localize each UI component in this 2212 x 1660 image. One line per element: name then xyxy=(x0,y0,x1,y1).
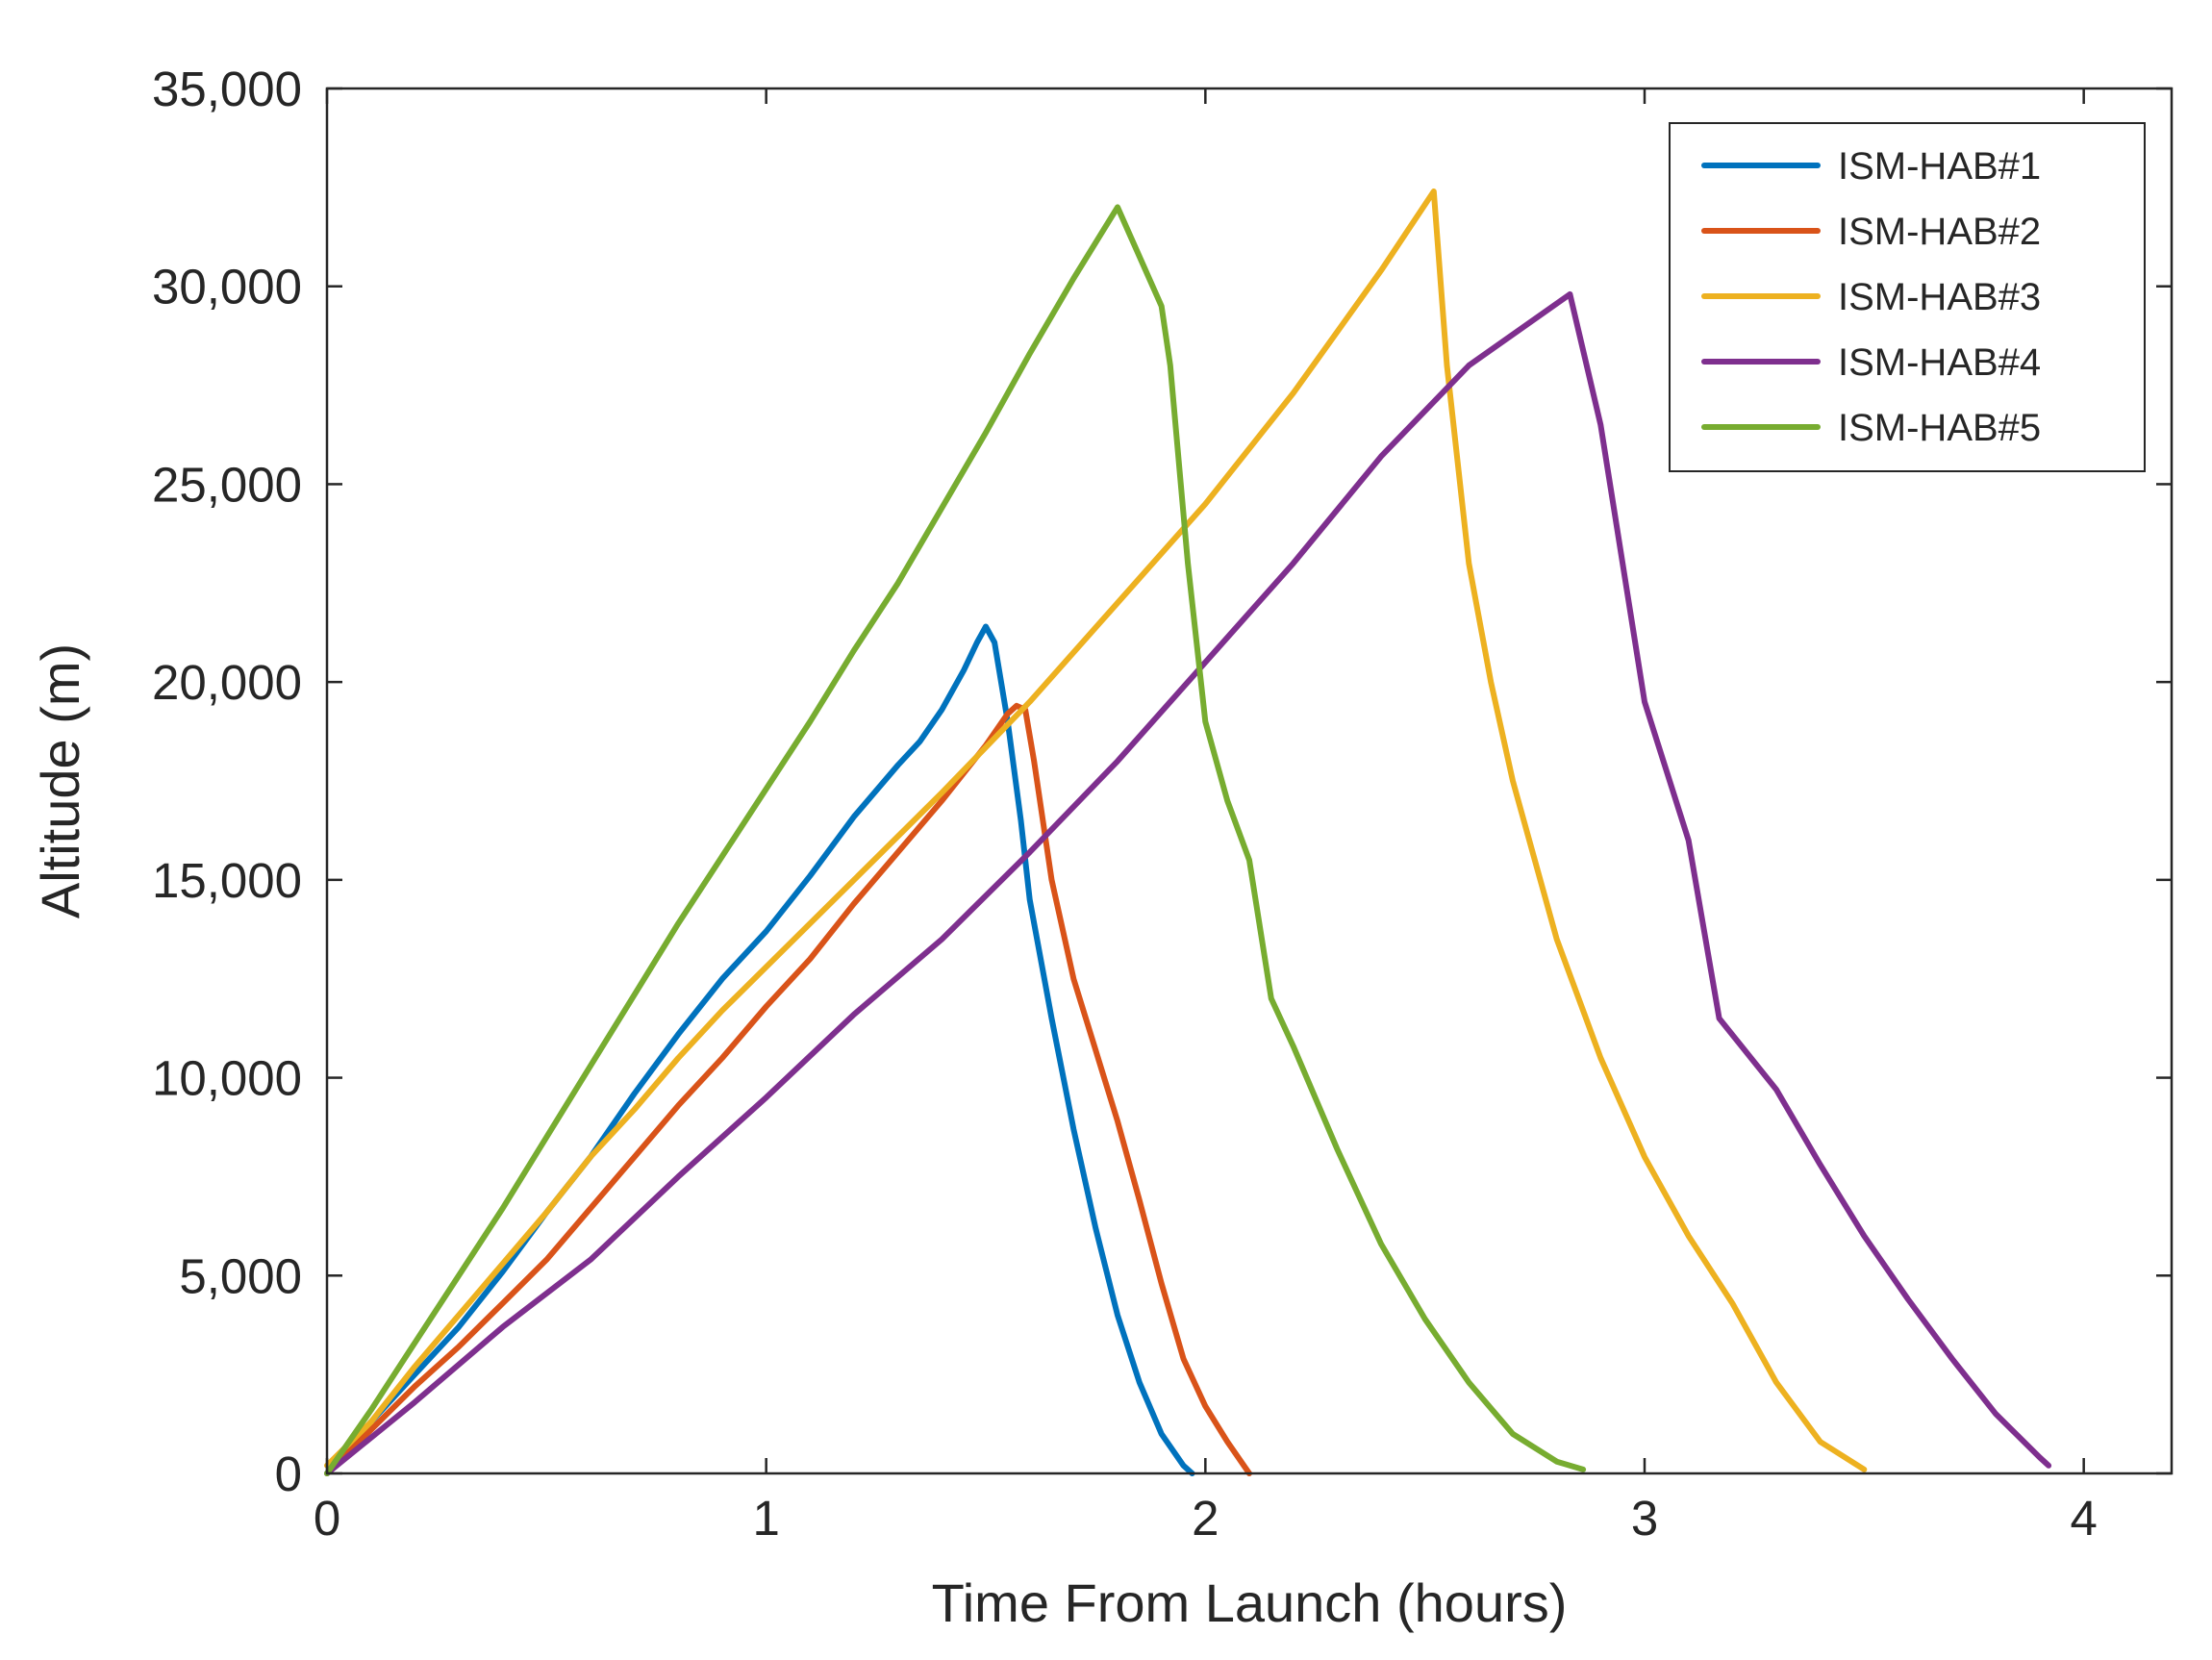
y-tick-label-7: 35,000 xyxy=(152,62,302,116)
y-tick-label-5: 25,000 xyxy=(152,457,302,512)
legend-label-3: ISM-HAB#3 xyxy=(1838,276,2041,318)
y-tick-label-1: 5,000 xyxy=(179,1248,302,1303)
x-tick-labels: 0 1 2 3 4 xyxy=(314,1491,2098,1546)
legend-label-2: ISM-HAB#2 xyxy=(1838,211,2041,253)
series-line-3 xyxy=(324,189,1868,1472)
y-tick-label-3: 15,000 xyxy=(152,853,302,908)
x-tick-label-3: 3 xyxy=(1631,1491,1658,1546)
series-line-5 xyxy=(324,204,1587,1476)
y-tick-label-0: 0 xyxy=(275,1446,302,1501)
x-tick-label-4: 4 xyxy=(2070,1491,2097,1546)
y-tick-label-6: 30,000 xyxy=(152,260,302,314)
y-axis-title: Altitude (m) xyxy=(30,643,90,918)
axes-box xyxy=(325,87,2174,1475)
legend: ISM-HAB#1 ISM-HAB#2 ISM-HAB#3 ISM-HAB#4 ISM-… xyxy=(1669,122,2146,472)
plot-area xyxy=(324,87,2174,1476)
x-tick-label-1: 1 xyxy=(752,1491,779,1546)
series-line-4 xyxy=(324,290,2052,1476)
y-tick-label-4: 20,000 xyxy=(152,655,302,710)
y-tick-labels: 0 5,000 10,000 15,000 20,000 25,000 30,000 35,0… xyxy=(152,62,302,1501)
x-tick-label-2: 2 xyxy=(1192,1491,1219,1546)
legend-label-1: ISM-HAB#1 xyxy=(1838,145,2041,188)
y-tick-label-2: 10,000 xyxy=(152,1051,302,1106)
x-tick-label-0: 0 xyxy=(314,1491,340,1546)
legend-label-4: ISM-HAB#4 xyxy=(1838,341,2041,384)
ticks-layer xyxy=(325,87,2172,1475)
legend-label-5: ISM-HAB#5 xyxy=(1838,407,2041,449)
x-axis-title: Time From Launch (hours) xyxy=(932,1572,1568,1633)
series-layer xyxy=(324,189,2052,1476)
legend-items: ISM-HAB#1 ISM-HAB#2 ISM-HAB#3 ISM-HAB#4 ISM-… xyxy=(1701,145,2041,449)
